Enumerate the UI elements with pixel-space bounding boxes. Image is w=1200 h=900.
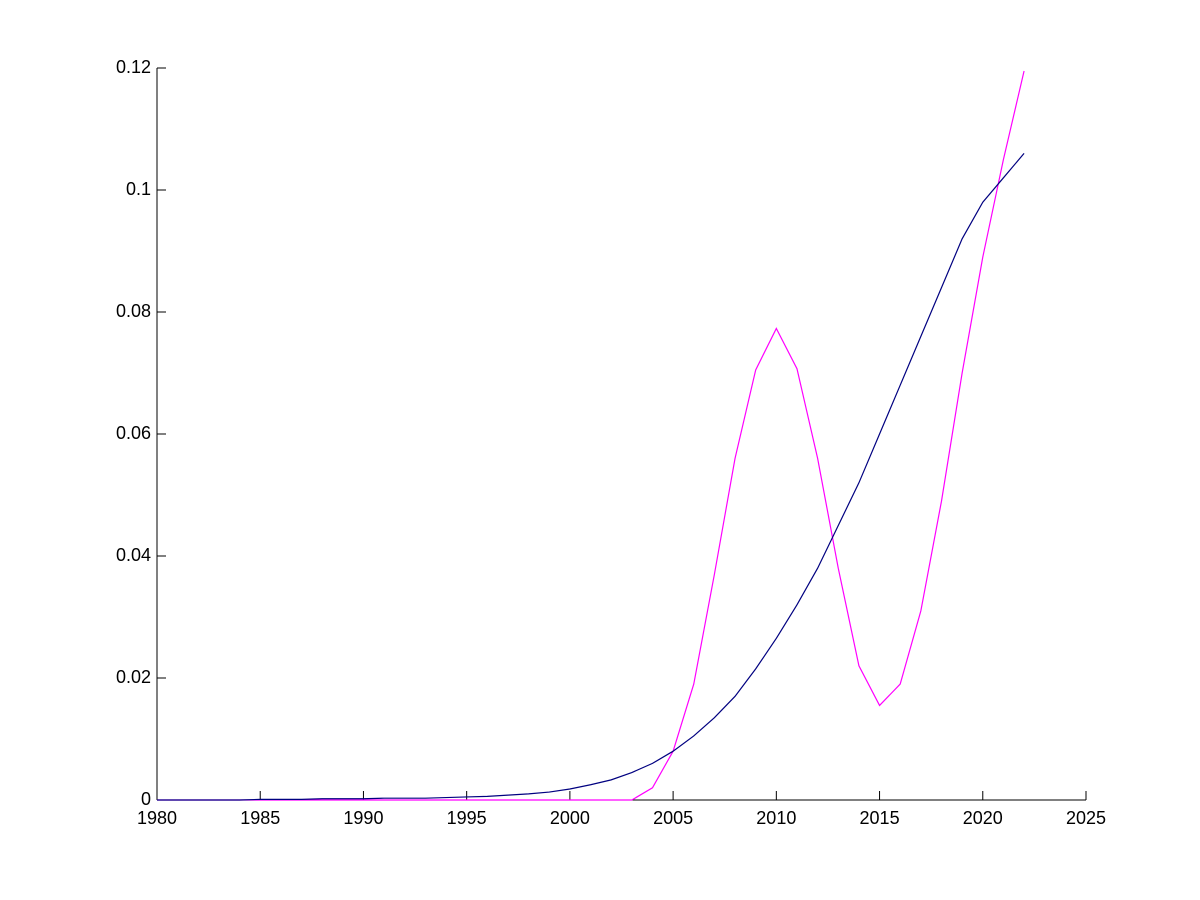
y-tick-label: 0.1 [126, 179, 151, 199]
y-tick-label: 0.08 [116, 301, 151, 321]
line-series [157, 70, 1025, 801]
line-series [157, 153, 1025, 801]
y-tick-label: 0.02 [116, 667, 151, 687]
x-tick-label: 2005 [653, 808, 693, 828]
x-tick-label: 1990 [343, 808, 383, 828]
x-tick-label: 2010 [756, 808, 796, 828]
y-tick-label: 0.04 [116, 545, 151, 565]
x-tick-label: 2020 [963, 808, 1003, 828]
x-tick-label: 2015 [860, 808, 900, 828]
y-tick-label: 0.12 [116, 57, 151, 77]
x-tick-label: 2000 [550, 808, 590, 828]
y-tick-label: 0 [141, 789, 151, 809]
x-tick-label: 1985 [240, 808, 280, 828]
x-tick-label: 1995 [447, 808, 487, 828]
y-tick-label: 0.06 [116, 423, 151, 443]
x-tick-label: 1980 [137, 808, 177, 828]
x-tick-label: 2025 [1066, 808, 1106, 828]
